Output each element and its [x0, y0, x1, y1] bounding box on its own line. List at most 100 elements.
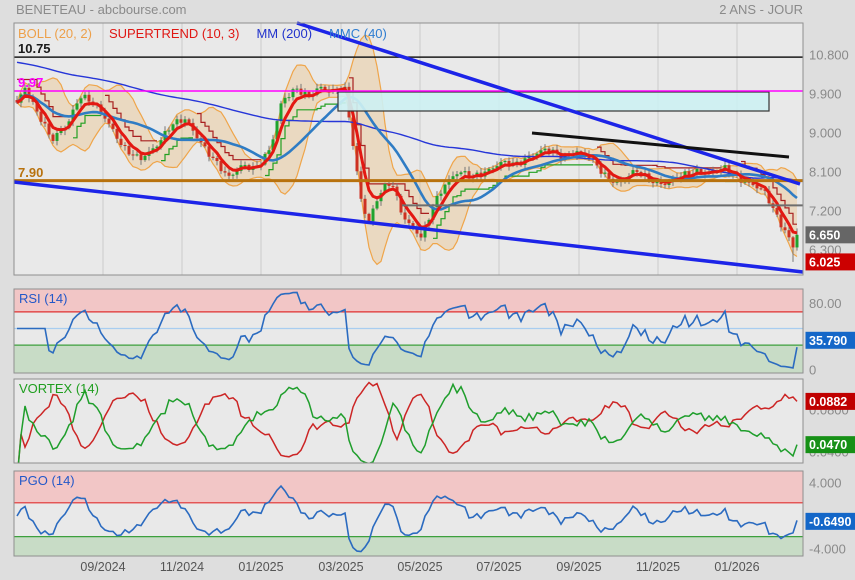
- candle-body: [303, 91, 307, 95]
- price-badge-value: 6.025: [809, 255, 840, 269]
- pgo-upper-zone: [14, 471, 803, 503]
- axis-tick-label: 9.900: [809, 86, 842, 101]
- candle-body: [423, 225, 427, 238]
- candle-body: [367, 213, 371, 222]
- price-badge-value: 6.650: [809, 228, 840, 242]
- legend-item: MM (200): [256, 26, 313, 41]
- candle-body: [159, 140, 163, 147]
- supertrend-resistance-step: [197, 112, 261, 161]
- candle-body: [87, 94, 91, 102]
- candle-body: [411, 223, 415, 227]
- candle-body: [747, 181, 751, 183]
- candle-body: [439, 193, 443, 196]
- candle-body: [595, 158, 599, 166]
- candle-body: [375, 201, 379, 209]
- rsi-panel[interactable]: [13, 288, 804, 374]
- candle-body: [207, 146, 211, 157]
- candle-body: [387, 183, 391, 186]
- date-axis-label: 07/2025: [476, 560, 521, 574]
- price-badge: 35.790: [805, 331, 855, 349]
- axis-tick-label: 7.200: [809, 203, 842, 218]
- annotation-trendline[interactable]: [531, 131, 790, 159]
- candle-body: [219, 161, 223, 172]
- candle-body: [363, 198, 367, 214]
- candle-body: [763, 189, 767, 191]
- rsi-overbought-zone: [14, 289, 803, 312]
- annotation-trendline[interactable]: [296, 21, 801, 186]
- legend-item: BOLL (20, 2): [18, 26, 92, 41]
- axis-tick-label: 8.100: [809, 164, 842, 179]
- pgo-panel[interactable]: [13, 470, 804, 557]
- annotation-trendline[interactable]: [13, 180, 804, 274]
- hline-price-label: 10.75: [18, 41, 51, 57]
- date-axis-label: 01/2026: [714, 560, 759, 574]
- date-axis-label: 11/2024: [160, 560, 204, 574]
- date-axis-label: 11/2025: [636, 560, 680, 574]
- vortex-panel-label: VORTEX (14): [19, 381, 99, 396]
- candle-body: [291, 89, 295, 98]
- vortex-panel[interactable]: [13, 378, 804, 480]
- candle-body: [139, 154, 143, 161]
- highlight-zone-box[interactable]: [337, 91, 770, 112]
- candle-body: [495, 166, 499, 169]
- legend-item: MMC (40): [329, 26, 387, 41]
- candle-body: [699, 168, 703, 174]
- hline-price-label: 7.90: [18, 164, 44, 180]
- candle-body: [295, 88, 299, 90]
- candle-body: [119, 138, 123, 146]
- candle-body: [487, 168, 491, 172]
- candle-body: [599, 165, 603, 174]
- rsi-panel-label: RSI (14): [19, 291, 68, 306]
- main-chart-panel[interactable]: [13, 21, 804, 276]
- date-axis-label: 01/2025: [238, 560, 283, 574]
- date-axis-label: 09/2024: [80, 560, 125, 574]
- candle-body: [51, 134, 55, 141]
- pgo-panel-label: PGO (14): [19, 473, 75, 488]
- candle-body: [723, 165, 727, 170]
- axis-tick-label: 4.000: [809, 476, 842, 491]
- candle-body: [203, 142, 207, 147]
- axis-tick-label: 80.00: [809, 296, 842, 311]
- candle-body: [227, 172, 231, 176]
- candle-body: [187, 119, 191, 123]
- date-axis-label: 03/2025: [318, 560, 363, 574]
- main-chart-frame: [13, 22, 804, 276]
- bollinger-band-fill: [17, 35, 797, 265]
- candle-body: [435, 195, 439, 208]
- candle-body: [491, 168, 495, 170]
- candle-body: [767, 190, 771, 204]
- candle-body: [155, 146, 159, 149]
- price-badge-value: 0.0470: [809, 438, 847, 452]
- candle-body: [355, 145, 359, 172]
- candle-body: [175, 119, 179, 125]
- candle-body: [299, 88, 303, 95]
- candle-body: [215, 157, 219, 162]
- candle-body: [371, 208, 375, 222]
- date-axis-label: 05/2025: [397, 560, 442, 574]
- candle-body: [275, 121, 279, 140]
- candle-body: [751, 181, 755, 186]
- candle-body: [775, 207, 779, 215]
- period-label: 2 ANS - JOUR: [719, 2, 803, 17]
- candle-body: [451, 176, 455, 180]
- candle-body: [603, 172, 607, 174]
- candle-body: [687, 171, 691, 177]
- candle-body: [323, 86, 327, 90]
- candle-body: [743, 181, 747, 183]
- candle-body: [535, 153, 539, 157]
- candle-body: [419, 233, 423, 238]
- candle-body: [279, 103, 283, 122]
- candle-body: [47, 123, 51, 135]
- candle-body: [391, 185, 395, 187]
- price-badge-value: -0.6490: [809, 515, 851, 529]
- candle-body: [507, 160, 511, 166]
- vortex-plus-line: [17, 382, 798, 463]
- candle-body: [319, 86, 323, 89]
- hline-price-label: 9.97: [18, 74, 44, 90]
- date-axis-label: 09/2025: [556, 560, 601, 574]
- candle-body: [283, 97, 287, 104]
- mmc40-line: [16, 93, 798, 211]
- candle-body: [547, 148, 551, 153]
